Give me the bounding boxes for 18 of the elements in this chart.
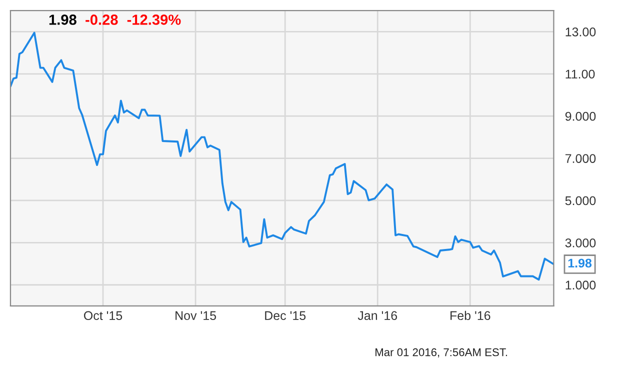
x-tick-label: Feb '16 xyxy=(450,310,490,320)
annotation: -12.39% xyxy=(127,14,181,25)
text: Mar 01 2016, 7:56AM EST. xyxy=(376,348,507,358)
y-tick-label: 13.00 xyxy=(566,28,596,36)
y-tick-label: 9.000 xyxy=(565,112,596,121)
x-tick-label: Nov '15 xyxy=(176,311,216,320)
y-tick-label: 5.000 xyxy=(565,196,596,206)
y-tick-label: 7.000 xyxy=(565,154,596,163)
x-tick-label: Jan '16 xyxy=(358,311,398,320)
y-tick-label: 3.000 xyxy=(565,238,596,248)
annotation: 1.98 xyxy=(49,14,76,25)
y-tick-label: 1.000 xyxy=(566,280,596,290)
x-tick-label: Oct '15 xyxy=(84,311,122,320)
y-tick-label: 11.00 xyxy=(566,70,595,79)
annotation: -0.28 xyxy=(86,14,118,25)
line-series xyxy=(10,32,554,281)
x-tick-label: Dec '15 xyxy=(265,311,306,320)
annotation: 1.98 xyxy=(568,258,592,268)
